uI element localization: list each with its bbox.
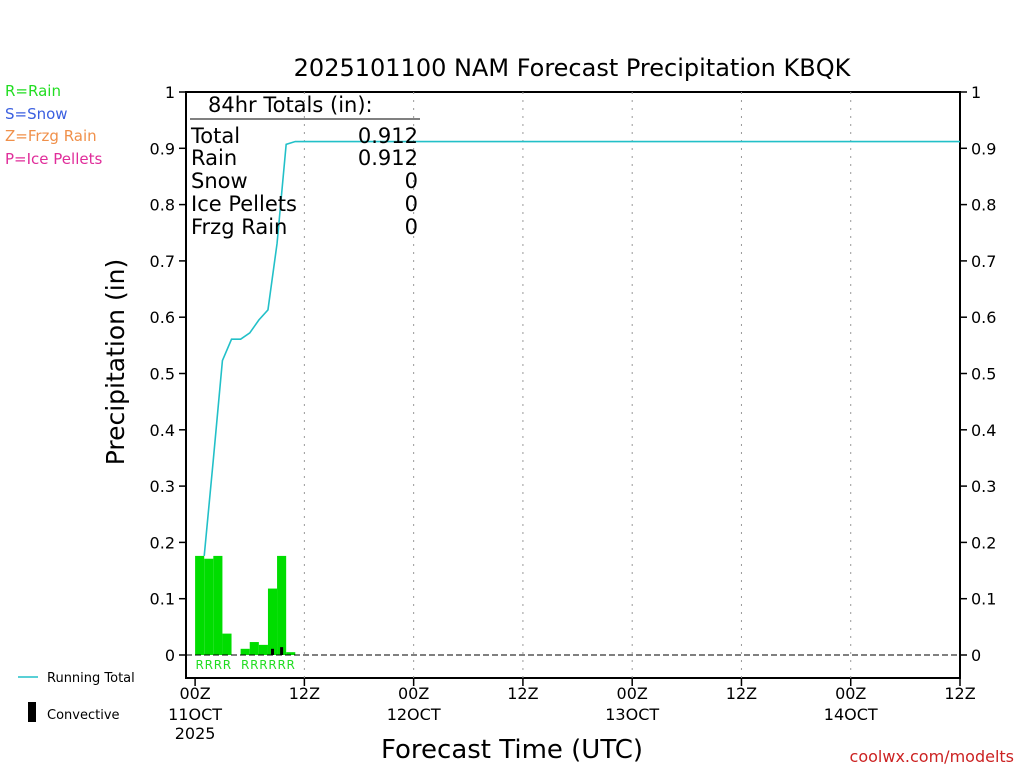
y-tick-label-right: 0.7 — [971, 252, 996, 271]
totals-label-frzg-rain: Frzg Rain — [191, 215, 287, 239]
totals-value-total: 0.912 — [358, 124, 418, 148]
x-tick-date: 11OCT — [168, 705, 222, 724]
precip-type-label: R — [250, 658, 258, 672]
totals-label-snow: Snow — [191, 169, 248, 193]
convective-bar — [280, 647, 284, 655]
legend-frzg-rain: Z=Frzg Rain — [5, 127, 97, 145]
precip-bar — [240, 648, 250, 655]
x-tick-label: 00Z — [835, 684, 866, 703]
y-tick-label-left: 0.5 — [150, 365, 175, 384]
y-tick-label-left: 0.1 — [150, 590, 175, 609]
totals-label-rain: Rain — [191, 146, 237, 170]
precip-type-label: R — [205, 658, 213, 672]
y-tick-label-right: 0.9 — [971, 139, 996, 158]
y-tick-label-right: 0.8 — [971, 196, 996, 215]
series-legend: Running Total Convective — [18, 671, 135, 723]
x-tick-label: 12Z — [726, 684, 757, 703]
precip-bar — [267, 588, 278, 655]
y-tick-label-left: 0.9 — [150, 139, 175, 158]
precip-type-label: R — [287, 658, 295, 672]
totals-value-rain: 0.912 — [358, 146, 418, 170]
precip-bar — [249, 642, 259, 655]
y-tick-label-left: 0.2 — [150, 533, 175, 552]
precip-bar — [258, 644, 268, 655]
legend-snow: S=Snow — [5, 105, 68, 123]
y-tick-label-right: 0 — [971, 646, 981, 665]
totals-heading: 84hr Totals (in): — [208, 93, 373, 117]
plot-frame — [185, 91, 961, 679]
precip-bar — [277, 555, 287, 655]
totals-value-snow: 0 — [405, 169, 418, 193]
precip-type-label: R — [214, 658, 222, 672]
x-tick-date: 14OCT — [824, 705, 878, 724]
precip-bar — [222, 633, 232, 655]
convective-bar — [271, 648, 275, 655]
y-axis: 0 00.1 0.10.2 0.20.3 0.30.4 0.40.5 0.50.6 0.60.… — [150, 83, 997, 665]
precip-bar — [213, 555, 223, 655]
y-tick-label-left: 0.6 — [150, 308, 175, 327]
precip-bar — [286, 652, 296, 655]
totals-value-ice-pellets: 0 — [405, 192, 418, 216]
legend-rain: R=Rain — [5, 82, 61, 100]
y-axis-label: Precipitation (in) — [101, 259, 130, 466]
x-tick-label: 00Z — [179, 684, 210, 703]
chart-title: 2025101100 NAM Forecast Precipitation KB… — [294, 54, 852, 82]
totals-label-total: Total — [190, 124, 240, 148]
totals-box: 84hr Totals (in): Total 0.912 Rain 0.912… — [190, 93, 420, 239]
y-tick-label-right: 0.1 — [971, 590, 996, 609]
y-tick-label-right: 1 — [971, 83, 981, 102]
legend-running-total: Running Total — [47, 671, 135, 686]
precip-type-label: R — [223, 658, 231, 672]
totals-label-ice-pellets: Ice Pellets — [191, 192, 297, 216]
precip-type-legend: R=Rain S=Snow Z=Frzg Rain P=Ice Pellets — [5, 82, 102, 168]
precip-type-label: R — [268, 658, 276, 672]
legend-convective: Convective — [47, 708, 120, 723]
x-tick-label: 12Z — [944, 684, 975, 703]
x-tick-date: 12OCT — [387, 705, 441, 724]
precip-type-label: R — [259, 658, 267, 672]
x-tick-label: 00Z — [398, 684, 429, 703]
precip-bar — [195, 555, 205, 655]
y-tick-label-left: 0.7 — [150, 252, 175, 271]
x-tick-label: 00Z — [617, 684, 648, 703]
x-tick-year: 2025 — [175, 724, 216, 743]
precip-type-label: R — [195, 658, 203, 672]
precip-bar — [204, 558, 214, 655]
y-tick-label-left: 1 — [165, 83, 175, 102]
x-tick-label: 12Z — [507, 684, 538, 703]
convective-swatch — [28, 702, 36, 722]
precip-type-label: R — [277, 658, 285, 672]
y-tick-label-left: 0.3 — [150, 477, 175, 496]
totals-value-frzg-rain: 0 — [405, 215, 418, 239]
x-axis-label: Forecast Time (UTC) — [381, 735, 643, 765]
y-tick-label-right: 0.2 — [971, 533, 996, 552]
x-tick-label: 12Z — [289, 684, 320, 703]
legend-ice-pellets: P=Ice Pellets — [5, 150, 102, 168]
y-tick-label-right: 0.3 — [971, 477, 996, 496]
precip-bars — [195, 555, 296, 655]
credit-text: coolwx.com/modelts — [850, 747, 1014, 766]
y-tick-label-right: 0.5 — [971, 365, 996, 384]
x-tick-date: 13OCT — [605, 705, 659, 724]
y-tick-label-left: 0.8 — [150, 196, 175, 215]
grid-lines — [303, 92, 852, 678]
y-tick-label-right: 0.6 — [971, 308, 996, 327]
precip-type-label: R — [241, 658, 249, 672]
y-tick-label-right: 0.4 — [971, 421, 996, 440]
y-tick-label-left: 0.4 — [150, 421, 175, 440]
y-tick-label-left: 0 — [165, 646, 175, 665]
running-total-line — [203, 140, 960, 556]
